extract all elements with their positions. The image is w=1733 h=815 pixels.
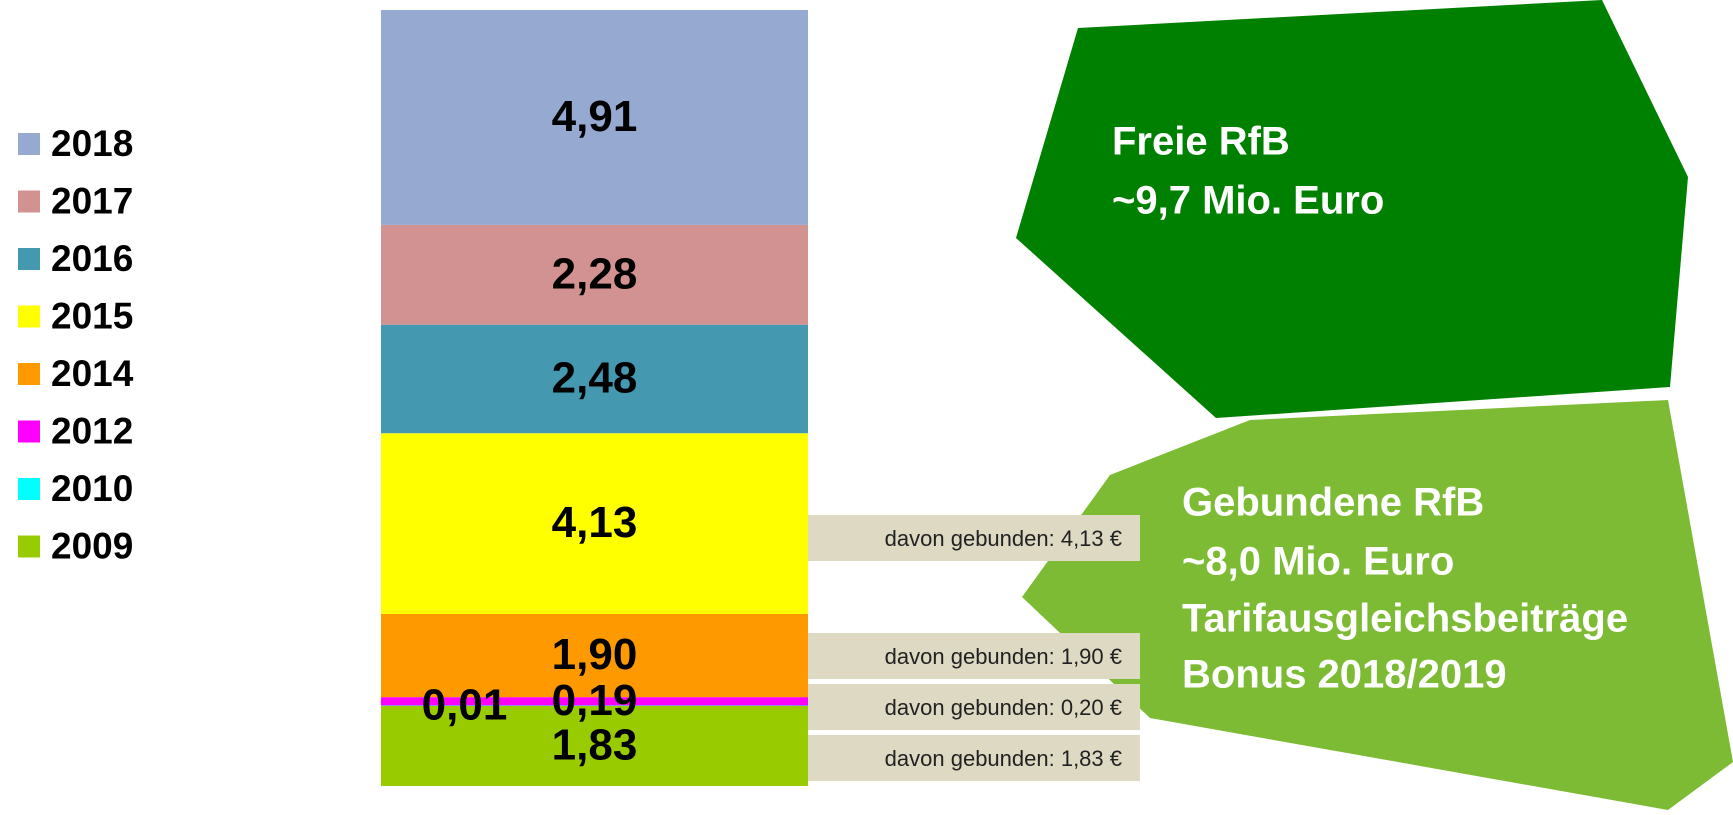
value-label: 4,13 (552, 498, 638, 547)
legend-label: 2015 (51, 295, 133, 336)
value-label: 4,91 (552, 92, 638, 141)
free-title: Freie RfB (1112, 120, 1290, 164)
legend-swatch (18, 191, 40, 213)
bound-title: Gebundene RfB (1182, 481, 1484, 525)
legend-label: 2010 (51, 468, 133, 509)
value-label: 1,90 (552, 630, 638, 679)
legend-label: 2016 (51, 238, 133, 279)
value-label: 2,48 (552, 354, 638, 403)
value-label: 0,01 (422, 680, 508, 729)
callout-text: davon gebunden: 4,13 € (885, 526, 1122, 551)
value-label: 1,83 (552, 721, 638, 770)
legend-swatch (18, 133, 40, 155)
legend-label: 2018 (51, 123, 133, 164)
legend-label: 2014 (51, 353, 134, 394)
callout-text: davon gebunden: 1,83 € (885, 746, 1122, 771)
legend-label: 2017 (51, 180, 133, 221)
bound-amount: ~8,0 Mio. Euro (1182, 540, 1454, 584)
legend-swatch (18, 248, 40, 270)
legend-swatch (18, 478, 40, 500)
legend-swatch (18, 536, 40, 558)
legend-label: 2009 (51, 525, 133, 566)
value-label: 2,28 (552, 249, 638, 298)
bound-line: Tarifausgleichsbeiträge (1182, 597, 1628, 641)
bound-line: Bonus 2018/2019 (1182, 653, 1507, 697)
legend-label: 2012 (51, 410, 133, 451)
callouts: davon gebunden: 4,13 € davon gebunden: 1,… (791, 515, 1140, 781)
legend-swatch (18, 363, 40, 385)
value-label: 0,19 (552, 676, 638, 725)
legend-swatch (18, 306, 40, 328)
legend-swatch (18, 421, 40, 443)
callout-text: davon gebunden: 0,20 € (885, 695, 1122, 720)
callout-text: davon gebunden: 1,90 € (885, 644, 1122, 669)
free-amount: ~9,7 Mio. Euro (1112, 179, 1384, 223)
